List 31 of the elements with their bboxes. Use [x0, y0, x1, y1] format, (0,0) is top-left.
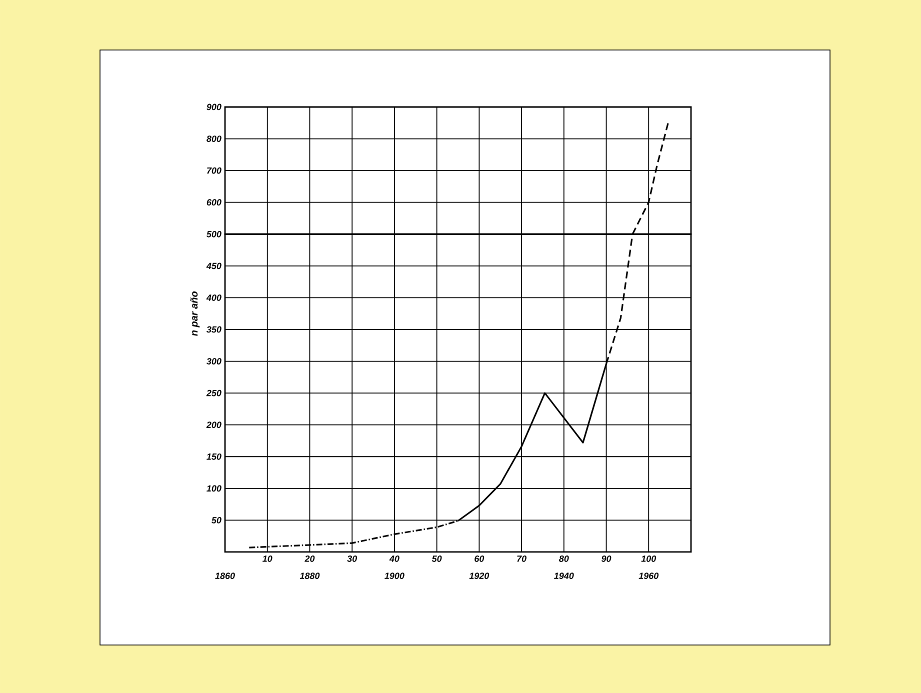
- y-tick-label: 50: [212, 517, 222, 524]
- x2-tick-label: 1960: [638, 572, 659, 580]
- y-axis-title: n par año: [190, 291, 200, 336]
- y-tick-label: 150: [206, 453, 222, 460]
- y-tick-label: 500: [206, 230, 222, 238]
- x2-tick-label: 1860: [215, 572, 235, 580]
- x-tick-label: 80: [559, 556, 569, 562]
- y-tick-label: 600: [206, 199, 222, 206]
- y-tick-label: 100: [206, 485, 222, 492]
- x2-tick-label: 1920: [469, 572, 490, 580]
- y-tick-label: 250: [206, 390, 222, 396]
- y-tick-label: 400: [206, 294, 222, 301]
- x2-tick-label: 1880: [300, 572, 320, 580]
- y-tick-label: 450: [206, 262, 222, 270]
- x-tick-label: 20: [304, 556, 315, 562]
- y-tick-label: 800: [206, 136, 222, 142]
- x-tick-label: 40: [389, 556, 400, 562]
- y-tick-label: 900: [206, 104, 222, 110]
- y-tick-label: 700: [207, 167, 222, 174]
- x-tick-label: 90: [601, 556, 612, 562]
- y-tick-label: 200: [206, 422, 222, 428]
- y-tick-label: 300: [206, 358, 222, 364]
- x-tick-label: 70: [517, 556, 526, 562]
- x2-tick-label: 1900: [384, 572, 404, 580]
- y-tick-label: 350: [206, 326, 222, 333]
- x-tick-label: 50: [432, 556, 442, 562]
- x-tick-label: 30: [347, 556, 358, 562]
- x-tick-label: 10: [262, 556, 272, 562]
- x2-tick-label: 1940: [554, 572, 574, 580]
- x-tick-label: 100: [641, 556, 656, 562]
- x-tick-label: 60: [474, 556, 484, 562]
